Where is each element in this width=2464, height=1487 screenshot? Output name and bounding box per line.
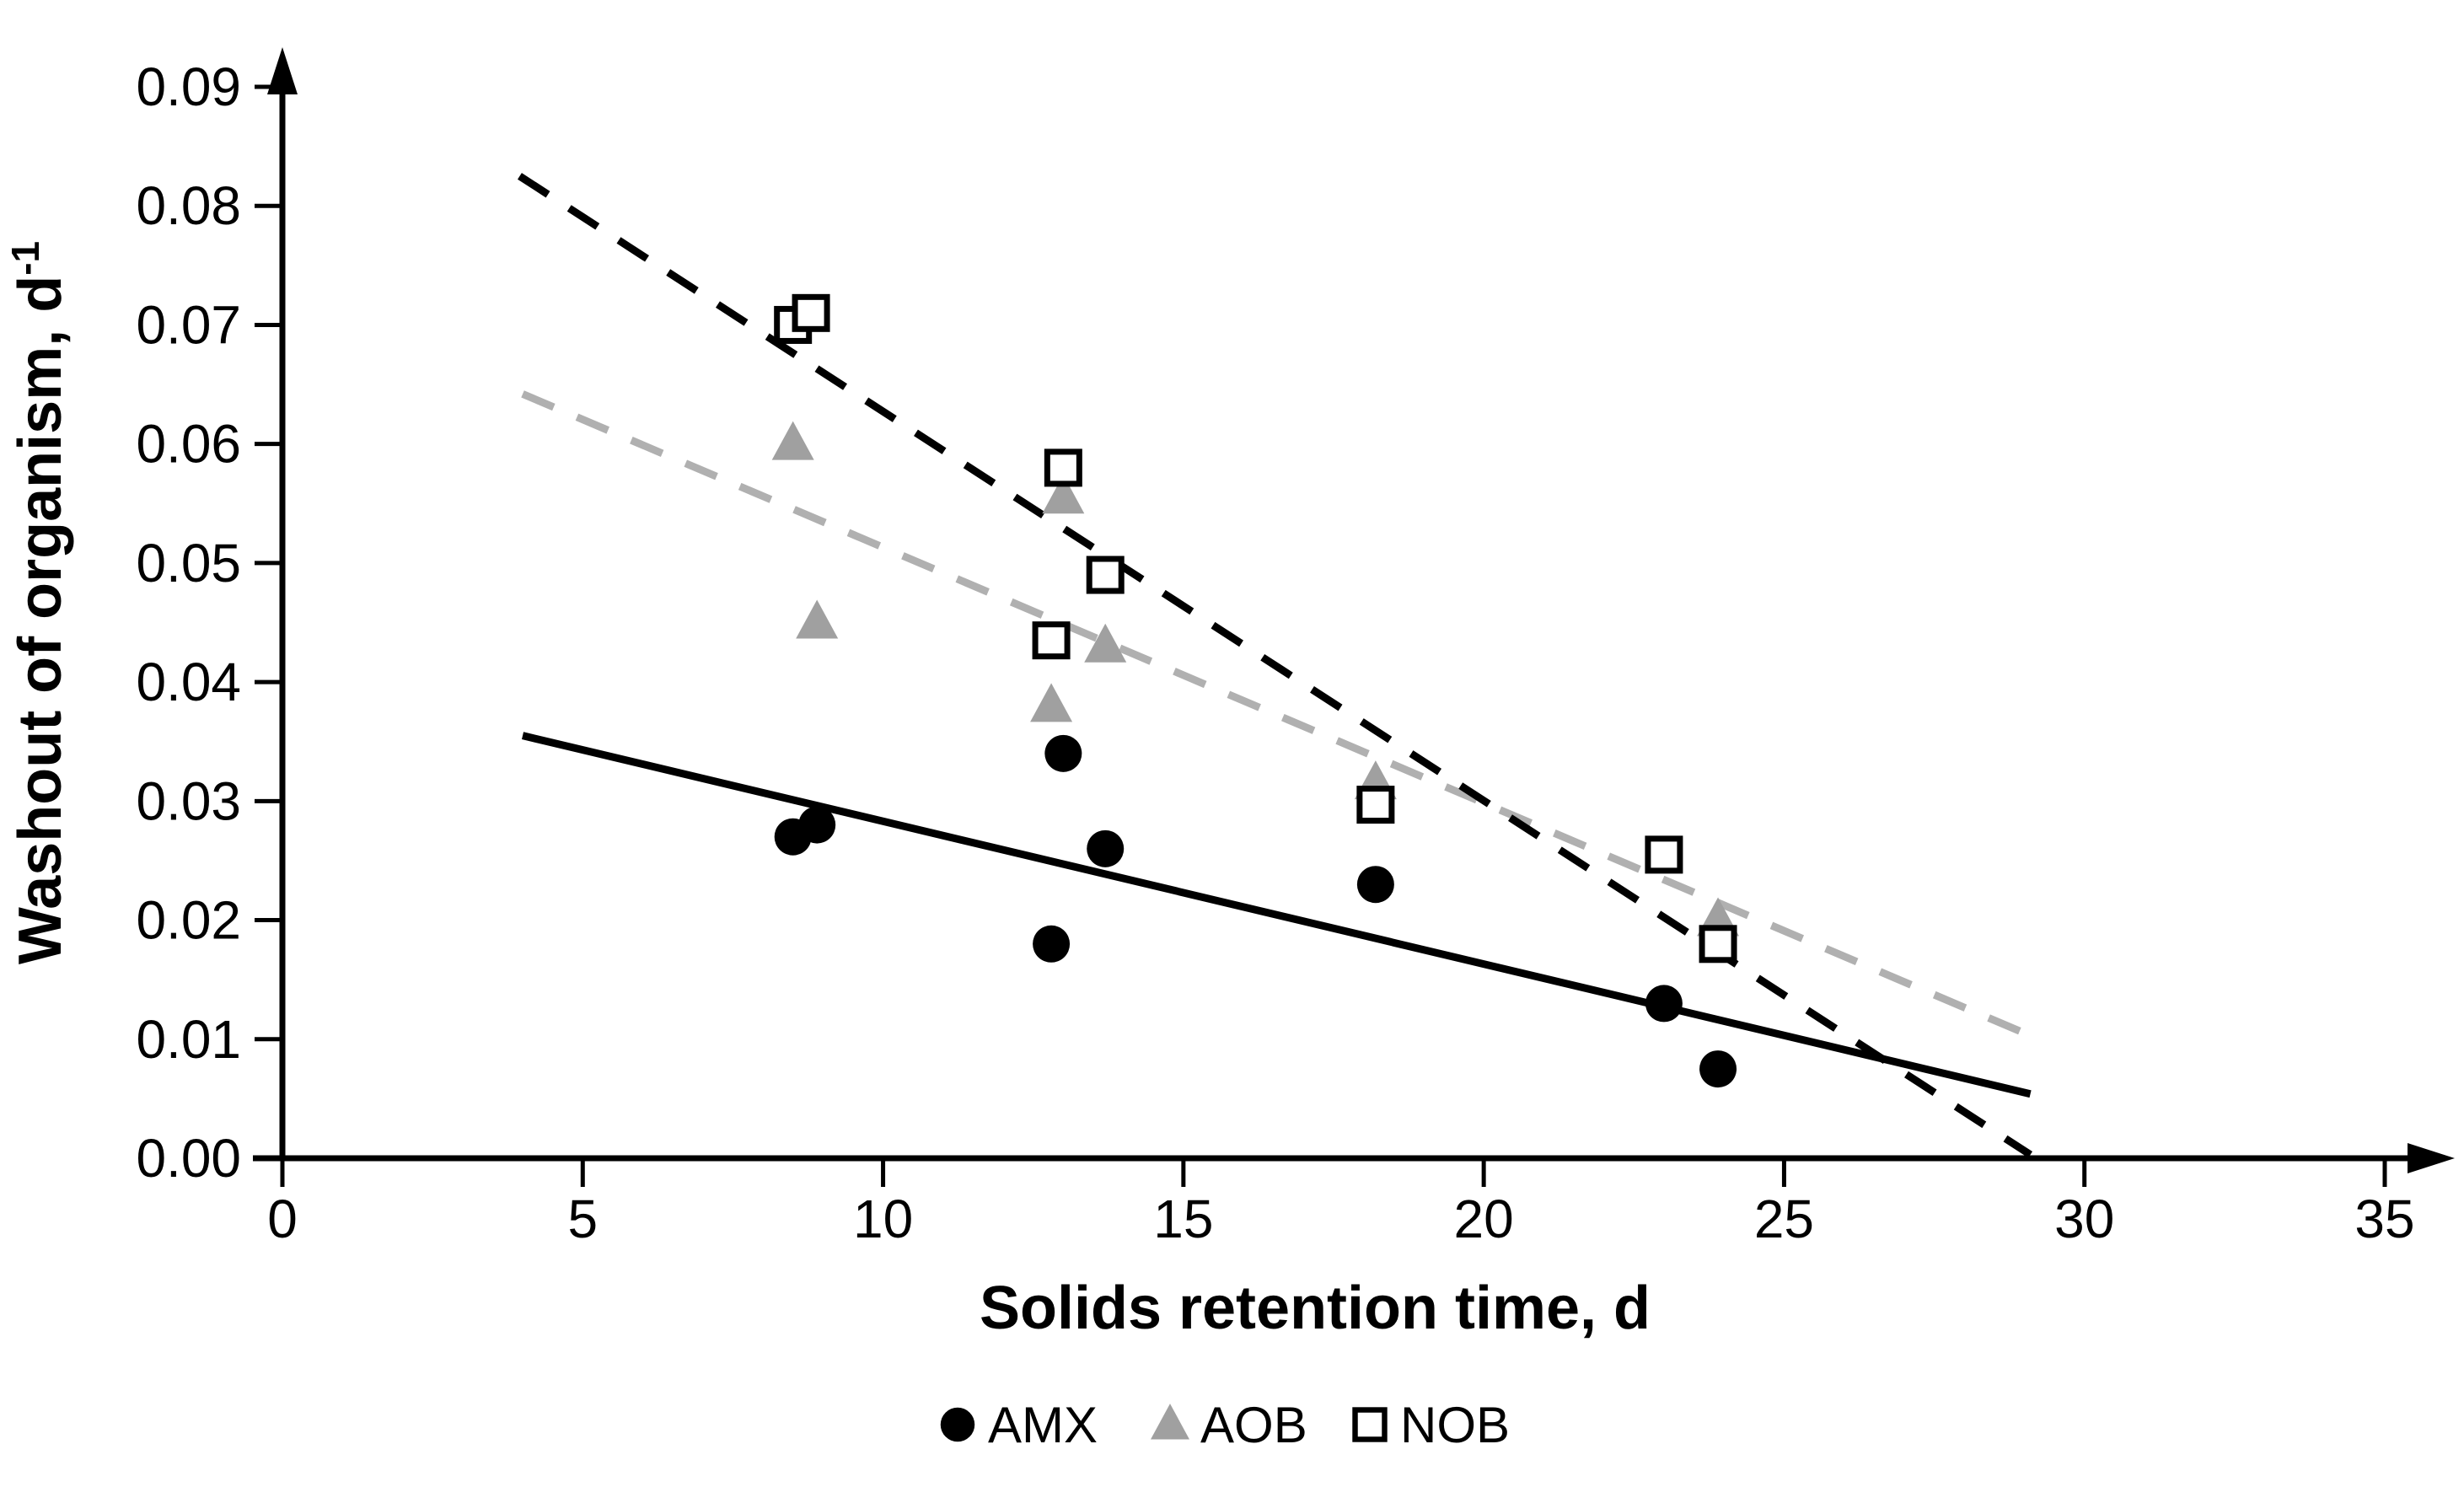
y-axis-title-superscript: -1: [3, 241, 47, 276]
y-tick-label: 0.02: [136, 890, 241, 951]
y-tick-label: 0.08: [136, 175, 241, 236]
y-axis-title: Washout of organism, d-1: [3, 241, 74, 964]
y-tick-label: 0.05: [136, 533, 241, 593]
amx-legend-label: AMX: [988, 1397, 1098, 1453]
y-tick-label: 0.01: [136, 1009, 241, 1070]
y-axis-arrow-icon: [267, 47, 298, 94]
nob-data-point: [1044, 448, 1082, 487]
x-tick-label: 0: [267, 1189, 298, 1249]
amx-data-point: [1699, 1050, 1737, 1088]
amx-data-point: [1645, 985, 1683, 1023]
amx-trendline: [521, 732, 2032, 1098]
x-axis-title: Solids retention time, d: [980, 1275, 1651, 1342]
y-tick-label: 0.09: [136, 56, 241, 117]
y-tick-label: 0.07: [136, 294, 241, 355]
amx-data-point: [1033, 925, 1071, 963]
nob-legend-icon: [1352, 1407, 1388, 1442]
x-tick-label: 15: [1153, 1189, 1213, 1249]
amx-data-point: [1087, 829, 1125, 867]
aob-data-point: [1084, 623, 1127, 663]
trendlines-layer: [518, 173, 2033, 1158]
x-tick-label: 30: [2054, 1189, 2114, 1249]
nob-data-point: [792, 293, 830, 332]
x-tick-label: 20: [1454, 1189, 1514, 1249]
nob-data-point: [1086, 556, 1125, 594]
nob-data-point: [1356, 786, 1395, 824]
nob-trendline: [518, 173, 2033, 1158]
aob-trendline: [521, 390, 2032, 1039]
aob-legend-label: AOB: [1200, 1397, 1307, 1453]
y-tick-label: 0.03: [136, 770, 241, 831]
axes-layer: [253, 47, 2455, 1173]
data-points-layer: [771, 293, 1740, 1088]
x-tick-label: 25: [1754, 1189, 1814, 1249]
amx-data-point: [1044, 734, 1082, 772]
nob-data-point: [1645, 835, 1683, 874]
aob-data-point: [796, 599, 839, 639]
x-tick-label: 10: [853, 1189, 913, 1249]
amx-data-point: [798, 806, 836, 844]
aob-data-point: [1042, 475, 1085, 514]
y-axis-title-main: Washout of organism, d: [7, 276, 74, 964]
amx-data-point: [1356, 866, 1394, 904]
aob-data-point: [771, 421, 814, 460]
nob-data-point: [1032, 621, 1071, 660]
nob-data-point: [1699, 925, 1737, 964]
legend: AMX AOB NOB: [940, 1397, 1510, 1453]
ticks-layer: 0 5 10 15 20 25 30 35 0.00 0.01 0.02 0.03 0.04 0.05 0.…: [136, 56, 2414, 1249]
aob-data-point: [1030, 683, 1073, 722]
x-axis-arrow-icon: [2408, 1143, 2455, 1173]
x-tick-label: 35: [2354, 1189, 2414, 1249]
amx-legend-icon: [940, 1407, 975, 1442]
aob-legend-icon: [1151, 1404, 1189, 1440]
y-tick-label: 0.04: [136, 652, 241, 712]
nob-legend-label: NOB: [1400, 1397, 1510, 1453]
y-tick-label: 0.00: [136, 1128, 241, 1189]
y-tick-label: 0.06: [136, 414, 241, 475]
x-tick-label: 5: [567, 1189, 598, 1249]
